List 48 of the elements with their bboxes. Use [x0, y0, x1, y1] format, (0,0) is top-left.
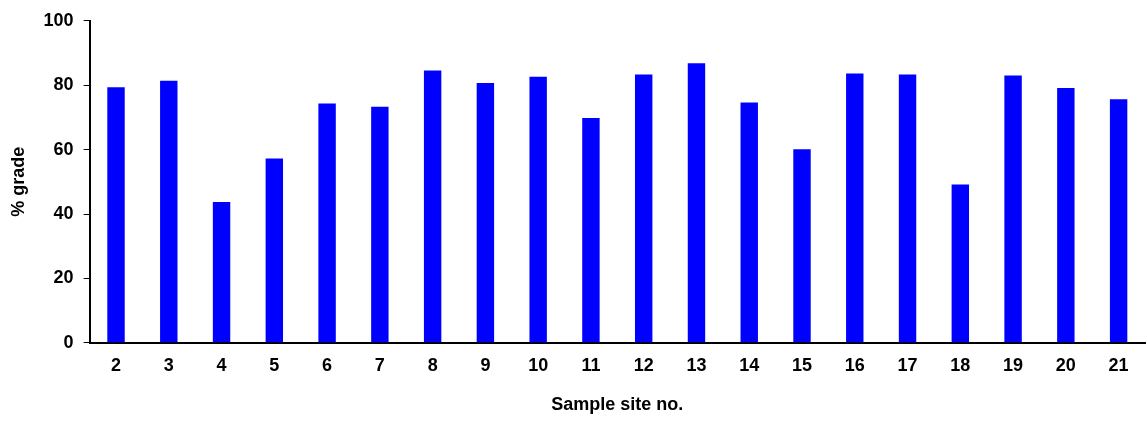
bar [318, 103, 336, 343]
x-tick-label: 6 [322, 354, 333, 375]
bar [951, 184, 970, 343]
bar [371, 106, 389, 343]
bar [160, 80, 178, 343]
y-axis-title: % grade [7, 146, 28, 217]
y-tick-label: 20 [53, 267, 74, 288]
bar [212, 202, 231, 343]
bar [898, 74, 917, 343]
x-tick-label: 4 [216, 354, 227, 375]
bar [476, 82, 495, 343]
x-tick-label: 21 [1108, 354, 1129, 375]
bar [265, 158, 284, 343]
x-axis-title: Sample site no. [551, 394, 684, 415]
x-tick-label: 20 [1055, 354, 1076, 375]
bar [740, 102, 758, 343]
x-tick-label: 19 [1003, 354, 1024, 375]
bar [107, 87, 125, 343]
bar [1004, 75, 1022, 343]
bar [529, 76, 547, 343]
x-tick-label: 8 [427, 354, 438, 375]
y-tick-label: 0 [63, 331, 74, 352]
y-tick-label: 60 [53, 138, 74, 159]
y-tick-label: 100 [43, 9, 74, 30]
bar [1057, 88, 1075, 343]
x-tick-label: 3 [163, 354, 174, 375]
x-tick-label: 17 [897, 354, 918, 375]
x-tick-label: 14 [739, 354, 760, 375]
x-tick-label: 7 [374, 354, 385, 375]
bar [687, 63, 706, 343]
x-tick-label: 9 [480, 354, 491, 375]
bar [846, 73, 864, 343]
y-tick-label: 80 [53, 74, 74, 95]
x-tick-label: 10 [528, 354, 549, 375]
x-tick-label: 11 [581, 354, 601, 375]
x-tick-label: 12 [633, 354, 654, 375]
y-tick-label: 40 [53, 202, 74, 223]
x-tick-label: 18 [950, 354, 971, 375]
bar [423, 70, 442, 343]
bar [634, 74, 653, 343]
x-tick-label: 2 [111, 354, 122, 375]
x-tick-label: 16 [844, 354, 865, 375]
bar [582, 118, 600, 343]
bar [1109, 99, 1128, 343]
bar [793, 149, 811, 343]
x-tick-label: 5 [269, 354, 280, 375]
x-tick-label: 13 [686, 354, 707, 375]
x-tick-label: 15 [791, 354, 813, 375]
